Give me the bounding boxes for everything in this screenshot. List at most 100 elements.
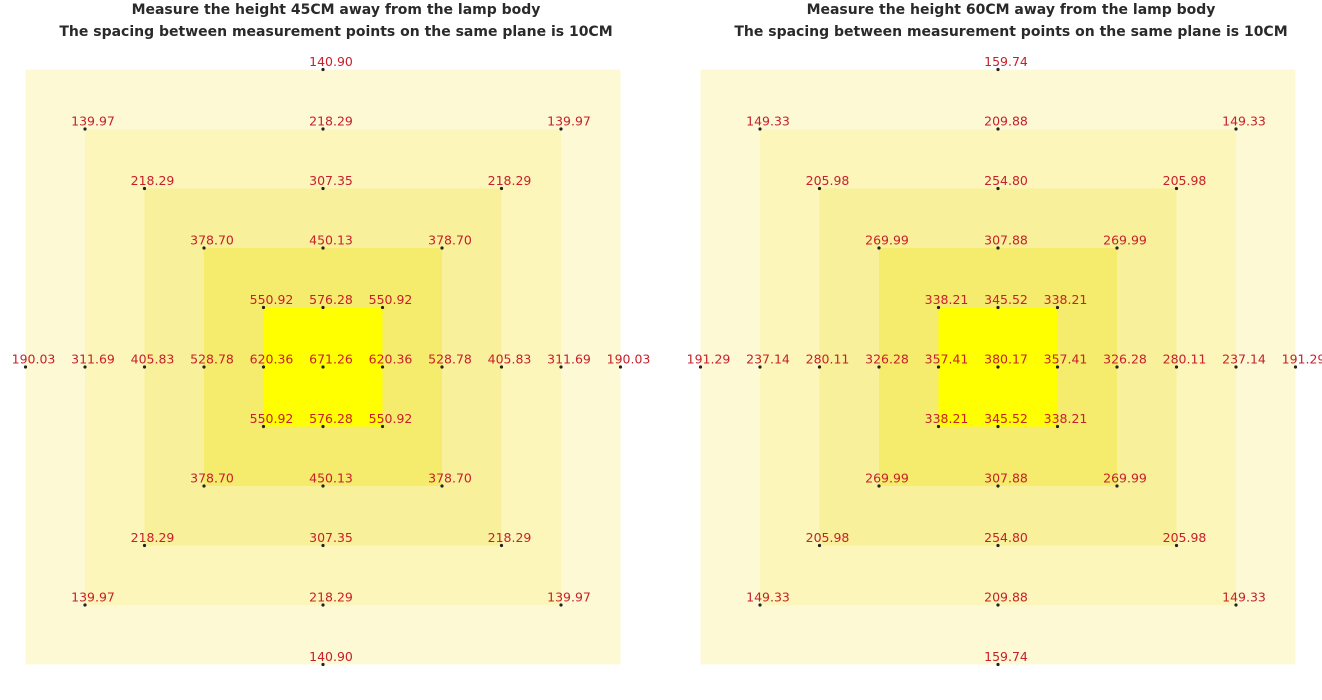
measurement-point — [1055, 365, 1060, 369]
ppfd-value: 576.28 — [309, 292, 353, 307]
measurement-point — [996, 662, 1000, 667]
ppfd-value: 269.99 — [1103, 471, 1147, 486]
ppfd-value: 307.88 — [984, 471, 1028, 486]
measurement-point — [936, 305, 941, 310]
measurement-point — [996, 365, 1000, 369]
measurement-point — [202, 365, 206, 369]
ppfd-value: 620.36 — [250, 352, 294, 367]
measurement-point — [1115, 365, 1119, 369]
measurement-point — [142, 365, 147, 369]
measurement-point — [202, 484, 206, 488]
ppfd-value: 576.28 — [309, 411, 353, 426]
ppfd-value: 280.11 — [806, 352, 850, 367]
measurement-point — [758, 365, 762, 369]
ppfd-value: 378.70 — [190, 471, 234, 486]
ppfd-value: 205.98 — [1163, 530, 1207, 545]
measurement-point — [996, 603, 1000, 607]
ppfd-value: 149.33 — [1222, 114, 1266, 129]
ppfd-value: 139.97 — [547, 114, 591, 129]
ppfd-value: 311.69 — [547, 352, 591, 367]
ppfd-value: 209.88 — [984, 114, 1028, 129]
ppfd-value: 205.98 — [1163, 173, 1207, 188]
measurement-point — [321, 127, 325, 131]
ppfd-value: 218.29 — [131, 173, 175, 188]
measurement-point — [321, 662, 325, 667]
title-line: Measure the height 60CM away from the la… — [807, 2, 1216, 18]
ppfd-value: 140.90 — [309, 649, 353, 664]
measurement-point — [321, 543, 325, 548]
ppfd-value: 149.33 — [746, 114, 790, 129]
measurement-point — [23, 365, 28, 369]
ppfd-value: 149.33 — [746, 590, 790, 605]
ppfd-value: 307.35 — [309, 173, 353, 188]
measurement-point — [698, 365, 703, 369]
measurement-point — [440, 246, 444, 250]
measurement-point — [321, 305, 325, 310]
ppfd-value: 190.03 — [607, 352, 651, 367]
measurement-point — [996, 246, 1000, 250]
measurement-point — [758, 603, 762, 607]
ppfd-value: 159.74 — [984, 649, 1028, 664]
measurement-point — [1234, 127, 1238, 131]
measurement-point — [321, 424, 325, 429]
ppfd-value: 357.41 — [925, 352, 969, 367]
measurement-point — [1055, 305, 1060, 310]
measurement-point — [499, 186, 504, 191]
ppfd-value: 378.70 — [190, 233, 234, 248]
ppfd-value: 345.52 — [984, 292, 1028, 307]
ppfd-value: 139.97 — [71, 114, 115, 129]
panel: Measure the height 60CM away from the la… — [687, 2, 1322, 667]
ppfd-value: 311.69 — [71, 352, 115, 367]
measurement-point — [996, 484, 1000, 488]
measurement-point — [83, 127, 87, 131]
ppfd-value: 357.41 — [1044, 352, 1088, 367]
ppfd-value: 190.03 — [12, 352, 56, 367]
measurement-point — [202, 246, 206, 250]
measurement-point — [261, 424, 266, 429]
measurement-point — [817, 543, 822, 548]
ppfd-value: 218.29 — [309, 114, 353, 129]
ppfd-value: 550.92 — [369, 411, 413, 426]
measurement-point — [1174, 543, 1179, 548]
ppfd-value: 378.70 — [428, 233, 472, 248]
ppfd-value: 307.35 — [309, 530, 353, 545]
measurement-point — [1234, 365, 1238, 369]
measurement-point — [321, 246, 325, 250]
ppfd-value: 405.83 — [131, 352, 175, 367]
measurement-point — [1293, 365, 1298, 369]
ppfd-value: 528.78 — [190, 352, 234, 367]
ppfd-value: 338.21 — [925, 292, 969, 307]
measurement-point — [321, 67, 325, 72]
ppfd-value: 550.92 — [250, 411, 294, 426]
measurement-point — [559, 365, 563, 369]
measurement-point — [936, 365, 941, 369]
ppfd-value: 528.78 — [428, 352, 472, 367]
ppfd-value: 254.80 — [984, 530, 1028, 545]
ppfd-value: 450.13 — [309, 233, 353, 248]
ppfd-value: 140.90 — [309, 54, 353, 69]
ppfd-value: 380.17 — [984, 352, 1028, 367]
measurement-point — [440, 365, 444, 369]
measurement-point — [1115, 246, 1119, 250]
measurement-point — [142, 543, 147, 548]
ppfd-value: 218.29 — [131, 530, 175, 545]
measurement-point — [380, 424, 385, 429]
measurement-point — [996, 543, 1000, 548]
measurement-point — [499, 365, 504, 369]
measurement-point — [559, 127, 563, 131]
measurement-point — [321, 365, 325, 369]
measurement-point — [817, 365, 822, 369]
ppfd-value: 307.88 — [984, 233, 1028, 248]
ppfd-value: 237.14 — [1222, 352, 1266, 367]
ppfd-value: 326.28 — [1103, 352, 1147, 367]
measurement-point — [83, 365, 87, 369]
ppfd-value: 139.97 — [547, 590, 591, 605]
ppfd-value: 269.99 — [865, 471, 909, 486]
ppfd-value: 205.98 — [806, 530, 850, 545]
panel: Measure the height 45CM away from the la… — [12, 2, 651, 667]
ppfd-value: 550.92 — [250, 292, 294, 307]
ppfd-value: 191.29 — [687, 352, 731, 367]
measurement-point — [142, 186, 147, 191]
measurement-point — [380, 365, 385, 369]
ppfd-value: 254.80 — [984, 173, 1028, 188]
